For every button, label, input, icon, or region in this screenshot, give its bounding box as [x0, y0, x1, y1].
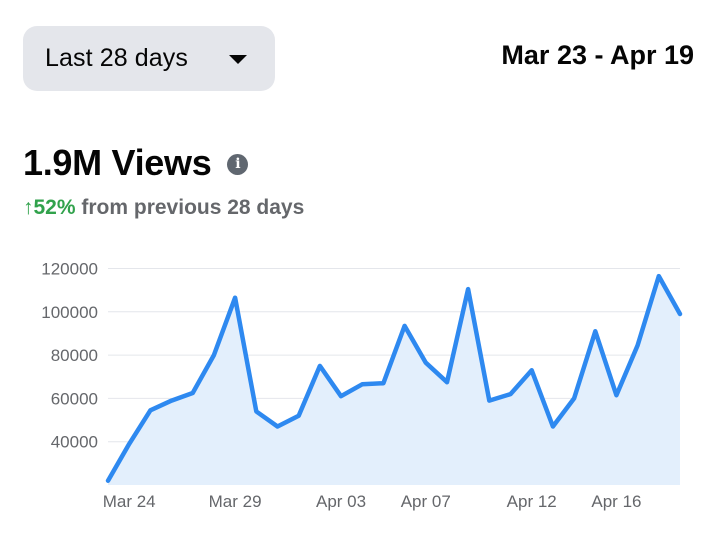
views-total: 1.9M Views: [23, 142, 212, 183]
x-tick-label: Apr 16: [591, 492, 641, 511]
caret-down-icon: [229, 55, 247, 64]
y-tick-label: 120000: [41, 260, 98, 279]
x-axis-ticks: Mar 24 Mar 29 Apr 03 Apr 07 Apr 12 Apr 16: [103, 492, 642, 511]
x-tick-label: Mar 24: [103, 492, 156, 511]
date-range-dropdown[interactable]: Last 28 days: [23, 26, 275, 91]
x-tick-label: Apr 12: [507, 492, 557, 511]
info-icon[interactable]: i: [227, 153, 249, 175]
x-tick-label: Mar 29: [209, 492, 262, 511]
change-percent-value: 52%: [33, 196, 76, 219]
y-tick-label: 80000: [51, 346, 98, 365]
up-arrow-icon: ↑: [23, 196, 34, 219]
date-range-dropdown-label: Last 28 days: [45, 44, 188, 72]
x-tick-label: Apr 07: [401, 492, 451, 511]
date-range-text: Mar 23 - Apr 19: [501, 40, 694, 70]
y-tick-label: 60000: [51, 389, 98, 408]
chart-series-line: [105, 273, 683, 483]
y-tick-label: 100000: [41, 303, 98, 322]
views-chart: 40000 60000 80000 100000 120000 Mar 24 Mar 29…: [41, 260, 683, 511]
chart-area-fill: [108, 276, 680, 485]
y-tick-label: 40000: [51, 433, 98, 452]
y-axis-ticks: 40000 60000 80000 100000 120000: [41, 260, 98, 452]
views-headline: 1.9M Views i: [23, 142, 249, 184]
change-percent: ↑52%: [23, 196, 76, 219]
change-text: from previous 28 days: [81, 196, 305, 219]
views-change: ↑52% from previous 28 days: [23, 196, 304, 220]
x-tick-label: Apr 03: [316, 492, 366, 511]
